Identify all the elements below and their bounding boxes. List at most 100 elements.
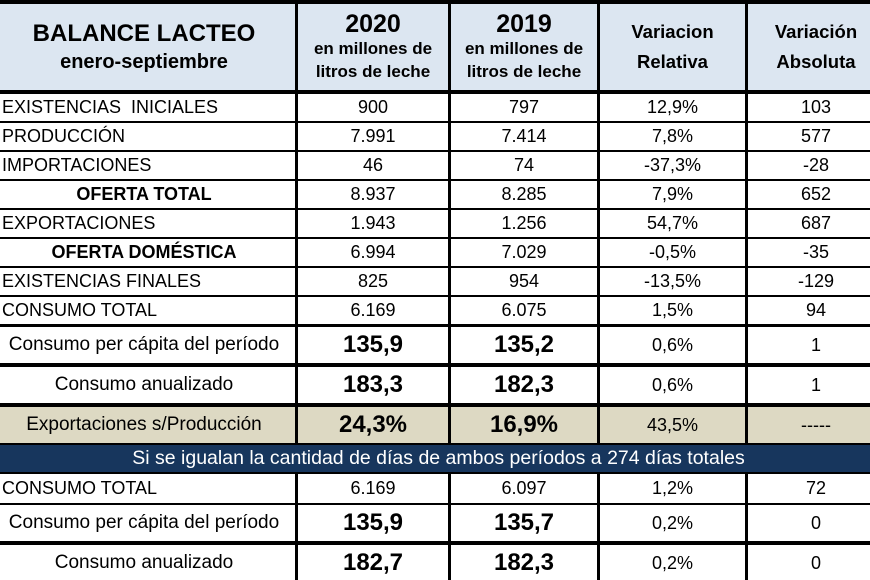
header-row: BALANCE LACTEO enero-septiembre 2020 en …	[0, 0, 870, 94]
table-row-exportaciones: EXPORTACIONES 1.943 1.256 54,7% 687	[0, 208, 870, 239]
value-2019: 797	[448, 91, 600, 123]
variacion-absoluta: -28	[745, 150, 870, 181]
variacion-relativa: 0,2%	[597, 541, 748, 580]
variacion-relativa: 0,6%	[597, 363, 748, 406]
table-row-consumo-per-capita-ajustado: Consumo per cápita del período 135,9 135…	[0, 503, 870, 544]
variacion-absoluta: -35	[745, 237, 870, 268]
variacion-relativa: 12,9%	[597, 91, 748, 123]
table-row-consumo-per-capita: Consumo per cápita del período 135,9 135…	[0, 324, 870, 366]
value-2020: 6.994	[295, 237, 451, 268]
variacion-relativa: 1,5%	[597, 295, 748, 327]
variacion-absoluta: 1	[745, 363, 870, 406]
value-2019: 7.414	[448, 121, 600, 152]
variacion-relativa: 43,5%	[597, 403, 748, 445]
row-label: EXISTENCIAS FINALES	[0, 266, 298, 297]
variacion-relativa-line1: Variacion	[631, 21, 714, 43]
row-label: OFERTA DOMÉSTICA	[0, 237, 298, 268]
table-row-existencias-finales: EXISTENCIAS FINALES 825 954 -13,5% -129	[0, 266, 870, 297]
value-2020: 6.169	[295, 295, 451, 327]
table-row-existencias-iniciales: EXISTENCIAS INICIALES 900 797 12,9% 103	[0, 91, 870, 123]
banner-row: Si se igualan la cantidad de días de amb…	[0, 443, 870, 474]
table-title: BALANCE LACTEO	[32, 20, 256, 47]
banner-text: Si se igualan la cantidad de días de amb…	[0, 443, 870, 474]
table-title-cell: BALANCE LACTEO enero-septiembre	[0, 0, 298, 94]
value-2019: 954	[448, 266, 600, 297]
table-row-oferta-total: OFERTA TOTAL 8.937 8.285 7,9% 652	[0, 179, 870, 210]
variacion-relativa: 0,2%	[597, 503, 748, 544]
value-2020: 135,9	[295, 503, 451, 544]
variacion-absoluta: -----	[745, 403, 870, 445]
row-label: CONSUMO TOTAL	[0, 472, 298, 505]
row-label: CONSUMO TOTAL	[0, 295, 298, 327]
row-label: Consumo per cápita del período	[0, 324, 298, 366]
value-2020: 7.991	[295, 121, 451, 152]
column-header-2019: 2019 en millones de litros de leche	[448, 0, 600, 94]
year-2019-label: 2019	[496, 9, 552, 38]
variacion-relativa: 7,8%	[597, 121, 748, 152]
variacion-absoluta: 103	[745, 91, 870, 123]
value-2019: 8.285	[448, 179, 600, 210]
variacion-absoluta: 0	[745, 541, 870, 580]
table-row-oferta-domestica: OFERTA DOMÉSTICA 6.994 7.029 -0,5% -35	[0, 237, 870, 268]
table-row-consumo-anualizado-ajustado: Consumo anualizado 182,7 182,3 0,2% 0	[0, 541, 870, 580]
value-2020: 825	[295, 266, 451, 297]
row-label: EXPORTACIONES	[0, 208, 298, 239]
unit-line1: en millones de	[313, 39, 433, 59]
variacion-absoluta: 72	[745, 472, 870, 505]
table-row-consumo-total: CONSUMO TOTAL 6.169 6.075 1,5% 94	[0, 295, 870, 327]
row-label: Consumo anualizado	[0, 541, 298, 580]
column-header-2020: 2020 en millones de litros de leche	[295, 0, 451, 94]
variacion-relativa: 1,2%	[597, 472, 748, 505]
year-2020-label: 2020	[345, 9, 401, 38]
value-2019: 182,3	[448, 363, 600, 406]
row-label: Exportaciones s/Producción	[0, 403, 298, 445]
row-label: PRODUCCIÓN	[0, 121, 298, 152]
value-2020: 1.943	[295, 208, 451, 239]
value-2019: 6.097	[448, 472, 600, 505]
value-2020: 6.169	[295, 472, 451, 505]
table-row-consumo-total-ajustado: CONSUMO TOTAL 6.169 6.097 1,2% 72	[0, 472, 870, 505]
table-row-importaciones: IMPORTACIONES 46 74 -37,3% -28	[0, 150, 870, 181]
variacion-relativa: -0,5%	[597, 237, 748, 268]
table-row-exportaciones-produccion: Exportaciones s/Producción 24,3% 16,9% 4…	[0, 403, 870, 445]
value-2019: 135,2	[448, 324, 600, 366]
value-2019: 6.075	[448, 295, 600, 327]
variacion-relativa: 54,7%	[597, 208, 748, 239]
variacion-absoluta-line2: Absoluta	[776, 51, 856, 72]
variacion-relativa: -13,5%	[597, 266, 748, 297]
value-2019: 182,3	[448, 541, 600, 580]
variacion-relativa: 0,6%	[597, 324, 748, 366]
value-2019: 16,9%	[448, 403, 600, 445]
unit-line2: litros de leche	[466, 62, 582, 82]
value-2020: 46	[295, 150, 451, 181]
column-header-variacion-absoluta: Variación Absoluta	[745, 0, 870, 94]
variacion-absoluta: 0	[745, 503, 870, 544]
variacion-absoluta: 577	[745, 121, 870, 152]
value-2020: 182,7	[295, 541, 451, 580]
value-2019: 7.029	[448, 237, 600, 268]
row-label: EXISTENCIAS INICIALES	[0, 91, 298, 123]
variacion-relativa-line2: Relativa	[637, 51, 708, 72]
row-label: Consumo per cápita del período	[0, 503, 298, 544]
variacion-absoluta: -129	[745, 266, 870, 297]
variacion-absoluta: 1	[745, 324, 870, 366]
column-header-variacion-relativa: Variacion Relativa	[597, 0, 748, 94]
variacion-absoluta: 652	[745, 179, 870, 210]
value-2020: 900	[295, 91, 451, 123]
value-2019: 135,7	[448, 503, 600, 544]
value-2020: 24,3%	[295, 403, 451, 445]
row-label: IMPORTACIONES	[0, 150, 298, 181]
table-subtitle: enero-septiembre	[60, 51, 228, 73]
row-label: Consumo anualizado	[0, 363, 298, 406]
value-2020: 135,9	[295, 324, 451, 366]
variacion-relativa: -37,3%	[597, 150, 748, 181]
table-row-consumo-anualizado: Consumo anualizado 183,3 182,3 0,6% 1	[0, 363, 870, 406]
table-row-produccion: PRODUCCIÓN 7.991 7.414 7,8% 577	[0, 121, 870, 152]
value-2020: 8.937	[295, 179, 451, 210]
variacion-absoluta: 94	[745, 295, 870, 327]
variacion-absoluta: 687	[745, 208, 870, 239]
unit-line1: en millones de	[464, 39, 584, 59]
value-2019: 1.256	[448, 208, 600, 239]
